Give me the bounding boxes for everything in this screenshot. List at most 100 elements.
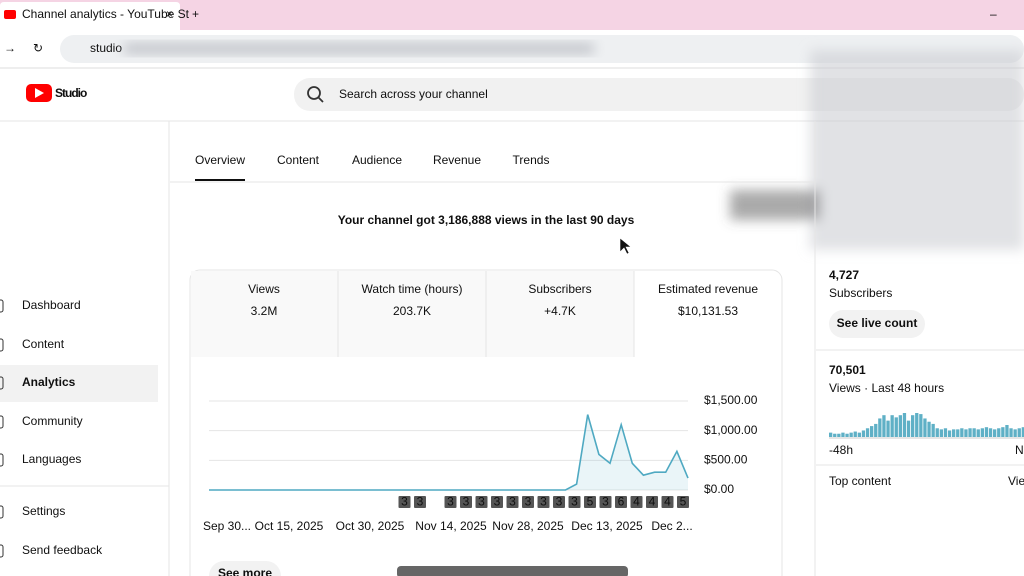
sidebar-icon bbox=[0, 376, 4, 390]
x-tick-label: Dec 13, 2025 bbox=[571, 519, 643, 533]
sidebar-selected bbox=[0, 365, 158, 402]
publish-marker[interactable] bbox=[506, 496, 519, 508]
line-series bbox=[209, 414, 689, 491]
sidebar-item[interactable]: Settings bbox=[22, 504, 65, 518]
mini-bar bbox=[837, 433, 841, 437]
mini-bar bbox=[964, 429, 968, 437]
mini-bar bbox=[980, 428, 984, 437]
publish-marker-count: 3 bbox=[525, 495, 532, 509]
x-tick-label: Nov 28, 2025 bbox=[492, 519, 564, 533]
publish-marker[interactable] bbox=[414, 496, 426, 508]
forward[interactable]: → bbox=[4, 41, 16, 55]
live-count-button[interactable] bbox=[829, 310, 925, 338]
publish-marker-count: 3 bbox=[571, 495, 578, 509]
tab[interactable] bbox=[0, 2, 180, 30]
mini-bar bbox=[829, 432, 833, 437]
mini-bar bbox=[972, 428, 976, 437]
publish-marker-count: 3 bbox=[478, 495, 485, 509]
tab[interactable]: Overview bbox=[195, 153, 245, 167]
publish-marker[interactable] bbox=[444, 496, 457, 508]
mini-bar bbox=[952, 429, 956, 437]
mini-bar bbox=[927, 421, 931, 437]
metric-value: +4.7K bbox=[544, 304, 576, 318]
tab[interactable]: Audience bbox=[352, 153, 402, 167]
see-more-button[interactable] bbox=[209, 561, 281, 576]
search-icon-handle bbox=[317, 96, 324, 103]
publish-marker[interactable] bbox=[568, 496, 581, 508]
mini-bar bbox=[874, 423, 878, 437]
mini-bar bbox=[956, 429, 960, 437]
metric-tab-bg[interactable] bbox=[338, 271, 486, 357]
publish-marker[interactable] bbox=[522, 496, 534, 508]
mini-bar bbox=[911, 415, 915, 437]
publish-marker-count: 3 bbox=[447, 495, 454, 509]
mini-bar bbox=[878, 418, 882, 437]
tab[interactable]: Trends bbox=[513, 153, 550, 167]
mini-bar bbox=[845, 433, 849, 437]
metric-tab-bg[interactable] bbox=[191, 271, 339, 357]
publish-marker-count: 4 bbox=[633, 495, 640, 509]
sidebar-item[interactable]: Community bbox=[22, 414, 83, 428]
y-tick-label: $1,500.00 bbox=[704, 393, 758, 407]
new-tab[interactable]: + bbox=[192, 7, 199, 21]
publish-marker-count: 4 bbox=[649, 495, 656, 509]
top-content: Top content bbox=[829, 474, 892, 488]
sidebar-item[interactable]: Content bbox=[22, 337, 65, 351]
publish-marker[interactable] bbox=[615, 496, 627, 508]
top-content-link[interactable]: View bbox=[1008, 474, 1024, 488]
x-tick-label: Oct 15, 2025 bbox=[255, 519, 324, 533]
publish-marker[interactable] bbox=[460, 496, 472, 508]
sidebar-item[interactable]: Dashboard bbox=[22, 298, 81, 312]
publish-marker[interactable] bbox=[584, 496, 596, 508]
minimize[interactable]: – bbox=[990, 7, 997, 21]
sidebar-item[interactable]: Analytics bbox=[22, 375, 76, 389]
publish-marker[interactable] bbox=[491, 496, 503, 508]
publish-marker-count: 3 bbox=[540, 495, 547, 509]
publish-marker[interactable] bbox=[646, 496, 658, 508]
views-label: Views · Last 48 hours bbox=[829, 381, 944, 395]
publish-marker-count: 5 bbox=[680, 495, 687, 509]
y-tick-label: $500.00 bbox=[704, 453, 748, 467]
mini-x-label: No bbox=[1015, 443, 1024, 457]
publish-marker[interactable] bbox=[537, 496, 550, 508]
tab-underline bbox=[195, 179, 245, 181]
tab-close[interactable]: × bbox=[166, 7, 173, 21]
sidebar-item[interactable]: Send feedback bbox=[22, 543, 103, 557]
subscriber-count: 4,727 bbox=[829, 268, 859, 282]
reload[interactable]: ↻ bbox=[33, 41, 43, 55]
tab-icon bbox=[4, 10, 16, 19]
publish-marker-count: 3 bbox=[509, 495, 516, 509]
mini-bar bbox=[853, 431, 857, 437]
mini-bar bbox=[984, 427, 989, 437]
metric-label: Views bbox=[248, 282, 280, 296]
mini-bar bbox=[919, 414, 923, 437]
line-area bbox=[209, 414, 688, 490]
mini-bar bbox=[886, 420, 890, 437]
mini-bar bbox=[993, 429, 997, 437]
tab[interactable]: Revenue bbox=[433, 153, 481, 167]
publish-marker[interactable] bbox=[553, 496, 565, 508]
mini-bar bbox=[1001, 427, 1005, 437]
search-icon bbox=[307, 86, 321, 100]
publish-marker[interactable] bbox=[475, 496, 488, 508]
mini-bar bbox=[833, 433, 837, 437]
publish-marker[interactable] bbox=[599, 496, 612, 508]
sidebar-icon bbox=[0, 415, 4, 429]
publish-marker[interactable] bbox=[661, 496, 674, 508]
mini-x-label: -48h bbox=[829, 443, 853, 457]
headline: Your channel got 3,186,888 views in the … bbox=[338, 213, 635, 227]
publish-marker[interactable] bbox=[398, 496, 411, 508]
mini-bar bbox=[849, 432, 853, 437]
tab[interactable]: Content bbox=[277, 153, 320, 167]
publish-marker[interactable] bbox=[677, 496, 689, 508]
mini-bar bbox=[865, 428, 870, 437]
publish-marker[interactable] bbox=[630, 496, 643, 508]
sidebar-icon bbox=[0, 299, 4, 313]
y-tick-label: $0.00 bbox=[704, 482, 734, 496]
mini-bar bbox=[857, 432, 861, 437]
x-tick-label: Nov 14, 2025 bbox=[415, 519, 487, 533]
metric-tab-bg[interactable] bbox=[486, 271, 634, 357]
mini-bar bbox=[960, 428, 964, 437]
mini-bar bbox=[841, 432, 845, 437]
sidebar-item[interactable]: Languages bbox=[22, 452, 81, 466]
